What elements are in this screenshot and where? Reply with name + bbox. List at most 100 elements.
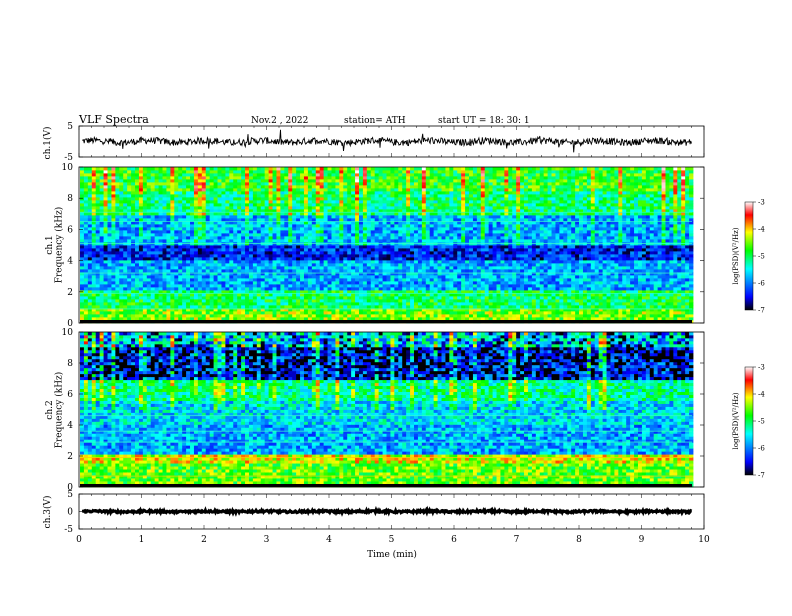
spectrogram-cell [245,266,249,269]
spectrogram-cell [147,299,151,302]
spectrogram-cell [422,281,426,284]
spectrogram-cell [186,314,190,317]
spectrogram-cell [163,284,167,287]
spectrogram-cell [273,314,277,317]
spectrogram-cell [343,272,347,275]
spectrogram-cell [343,173,347,176]
spectrogram-cell [80,185,84,188]
spectrogram-cell [111,167,115,170]
spectrogram-cell [363,278,367,281]
spectrogram-cell [363,215,367,218]
spectrogram-cell [139,215,143,218]
spectrogram-cell [422,290,426,293]
spectrogram-cell [135,176,139,179]
spectrogram-cell [100,254,104,257]
spectrogram-cell [233,311,237,314]
spectrogram-cell [123,254,127,257]
spectrogram-cell [331,272,335,275]
spectrogram-cell [316,233,320,236]
spectrogram-cell [402,206,406,209]
spectrogram-cell [174,287,178,290]
spectrogram-cell [359,197,363,200]
spectrogram-cell [261,173,265,176]
spectrogram-cell [284,215,288,218]
spectrogram-cell [379,308,383,311]
spectrogram-cell [225,263,229,266]
spectrogram-cell [108,266,112,269]
spectrogram-cell [155,233,159,236]
spectrogram-cell [127,239,131,242]
spectrogram-cell [170,254,174,257]
spectrogram-cell [269,284,273,287]
spectrogram-cell [280,200,284,203]
spectrogram-cell [174,173,178,176]
spectrogram-cell [147,173,151,176]
spectrogram-cell [139,170,143,173]
spectrogram-cell [280,305,284,308]
spectrogram-cell [257,236,261,239]
spectrogram-cell [347,191,351,194]
spectrogram-cell [229,194,233,197]
spectrogram-cell [371,266,375,269]
spectrogram-cell [88,248,92,251]
spectrogram-cell [328,215,332,218]
spectrogram-cell [108,296,112,299]
spectrogram-cell [100,302,104,305]
spectrogram-cell [111,200,115,203]
spectrogram-cell [379,311,383,314]
spectrogram-cell [347,287,351,290]
spectrogram-cell [159,182,163,185]
spectrogram-cell [359,194,363,197]
spectrogram-cell [206,278,210,281]
spectrogram-cell [276,230,280,233]
spectrogram-cell [292,227,296,230]
spectrogram-cell [379,302,383,305]
spectrogram-cell [402,311,406,314]
spectrogram-cell [284,272,288,275]
spectrogram-cell [304,290,308,293]
spectrogram-cell [422,194,426,197]
spectrogram-cell [276,302,280,305]
spectrogram-cell [300,173,304,176]
spectrogram-cell [127,290,131,293]
spectrogram-cell [398,236,402,239]
spectrogram-cell [398,299,402,302]
spectrogram-cell [442,236,446,239]
spectrogram-cell [194,206,198,209]
spectrogram-cell [410,281,414,284]
spectrogram-cell [402,269,406,272]
spectrogram-cell [273,185,277,188]
spectrogram-cell [304,182,308,185]
spectrogram-cell [159,236,163,239]
spectrogram-cell [241,176,245,179]
spectrogram-cell [84,197,88,200]
spectrogram-cell [430,239,434,242]
spectrogram-cell [359,311,363,314]
spectrogram-cell [119,308,123,311]
spectrogram-cell [276,314,280,317]
spectrogram-cell [186,284,190,287]
spectrogram-cell [135,296,139,299]
spectrogram-cell [394,248,398,251]
spectrogram-cell [355,191,359,194]
spectrogram-cell [210,302,214,305]
spectrogram-cell [119,176,123,179]
spectrogram-cell [163,248,167,251]
spectrogram-cell [139,233,143,236]
spectrogram-cell [426,299,430,302]
spectrogram-cell [233,281,237,284]
spectrogram-cell [288,206,292,209]
spectrogram-cell [245,230,249,233]
spectrogram-cell [229,218,233,221]
spectrogram-cell [214,284,218,287]
spectrogram-cell [445,266,449,269]
spectrogram-cell [115,296,119,299]
spectrogram-cell [300,188,304,191]
spectrogram-cell [328,254,332,257]
spectrogram-cell [174,278,178,281]
spectrogram-cell [186,200,190,203]
spectrogram-cell [442,269,446,272]
spectrogram-cell [261,290,265,293]
spectrogram-cell [241,254,245,257]
spectrogram-cell [139,311,143,314]
